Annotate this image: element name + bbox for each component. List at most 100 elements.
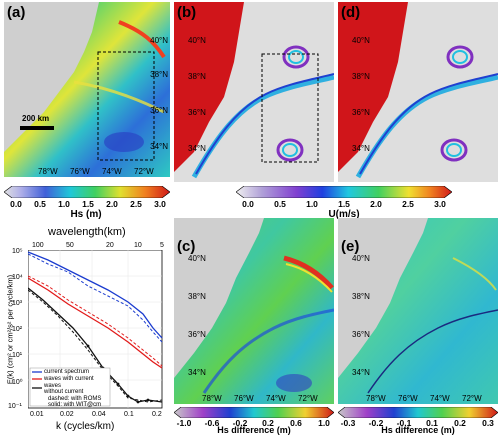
legend-current: current spectrum <box>44 369 90 375</box>
hsdiff-c-tick: 1.0 <box>318 418 330 428</box>
lat-label: 38°N <box>352 292 370 301</box>
hsdiff-c-tick: -0.6 <box>204 418 220 428</box>
lon-label: 78°W <box>202 394 222 403</box>
hsdiff-e-field <box>338 218 498 404</box>
lat-label: 36°N <box>188 330 206 339</box>
hs-cb-tick: 0.5 <box>34 199 46 209</box>
hsdiff-c-tick: 0.2 <box>262 418 274 428</box>
u-cb-tick: 0.0 <box>242 199 254 209</box>
y-tick: 10³ <box>12 300 23 307</box>
lat-label: 38°N <box>150 70 168 79</box>
lon-label: 74°W <box>266 394 286 403</box>
lat-label: 36°N <box>352 330 370 339</box>
hs-cb-tick: 3.0 <box>154 199 166 209</box>
u-cb-title: U(m/s) <box>328 209 360 220</box>
lon-label: 72°W <box>134 167 154 176</box>
x-tick: 0.02 <box>60 411 74 418</box>
lat-label: 40°N <box>352 36 370 45</box>
lat-label: 34°N <box>150 142 168 151</box>
lon-label: 74°W <box>102 167 122 176</box>
hs-cb-tick: 2.0 <box>106 199 118 209</box>
spectrum-plot <box>28 250 163 409</box>
lat-label: 36°N <box>150 106 168 115</box>
lat-label: 40°N <box>188 254 206 263</box>
panel-b-label: (b) <box>177 4 197 21</box>
lat-label: 40°N <box>352 254 370 263</box>
y-tick: 10⁵ <box>12 248 23 255</box>
top-tick: 50 <box>66 242 74 249</box>
lat-label: 34°N <box>188 144 206 153</box>
hs-map-field <box>4 2 170 177</box>
hsdiff-e-tick: -0.2 <box>368 418 384 428</box>
panel-d-label: (d) <box>341 4 361 21</box>
scale-bar-label: 200 km <box>22 114 50 123</box>
u-cb-tick: 1.5 <box>338 199 350 209</box>
lon-label: 78°W <box>38 167 58 176</box>
u-cb-tick: 1.0 <box>306 199 318 209</box>
lat-label: 38°N <box>188 292 206 301</box>
y-tick: 10¹ <box>12 352 23 359</box>
current-map-field-d <box>338 2 498 182</box>
panel-c-label: (c) <box>177 238 196 255</box>
lon-label: 72°W <box>462 394 482 403</box>
hs-cb-title: Hs (m) <box>70 209 102 220</box>
legend-note-2: solid: with WIT@cm <box>48 402 102 408</box>
hsdiff-c-colorbar <box>174 407 334 418</box>
lat-label: 36°N <box>188 108 206 117</box>
panel-e-hs-difference: (e) 40°N 38°N 36°N 34°N 78°W 76°W 74°W 7… <box>338 218 498 404</box>
y-tick: 10⁴ <box>12 274 23 281</box>
hsdiff-c-field <box>174 218 334 404</box>
hs-cb-tick: 1.0 <box>58 199 70 209</box>
lat-label: 34°N <box>352 144 370 153</box>
legend-without-1: waves <box>44 383 62 389</box>
hsdiff-c-tick: -1.0 <box>176 418 192 428</box>
top-tick: 10 <box>134 242 142 249</box>
lon-label: 76°W <box>70 167 90 176</box>
panel-a-hs-map: (a) 200 km 40°N 38°N 36°N 34°N 78°W 76°W… <box>4 2 170 177</box>
lat-label: 40°N <box>188 36 206 45</box>
u-colorbar <box>236 186 452 198</box>
u-cb-tick: 3.0 <box>434 199 446 209</box>
y-tick: 10² <box>12 326 23 333</box>
y-tick: 10⁰ <box>12 379 23 386</box>
lon-label: 78°W <box>366 394 386 403</box>
hsdiff-e-tick: -0.3 <box>340 418 356 428</box>
u-cb-tick: 0.5 <box>274 199 286 209</box>
legend-without-2: without current <box>44 389 84 395</box>
x-tick: 0.04 <box>92 411 106 418</box>
panel-e-label: (e) <box>341 238 360 255</box>
lat-label: 34°N <box>188 368 206 377</box>
x-axis-title: k (cycles/km) <box>56 421 115 432</box>
lat-label: 40°N <box>150 36 168 45</box>
hsdiff-c-tick: 0.6 <box>290 418 302 428</box>
hsdiff-e-tick: 0.3 <box>482 418 494 428</box>
hsdiff-e-title: Hs difference (m) <box>381 425 455 435</box>
panel-b-current-map: (b) 40°N 38°N 36°N 34°N <box>174 2 334 182</box>
hs-cb-tick: 2.5 <box>130 199 142 209</box>
hs-colorbar <box>4 186 170 198</box>
lat-label: 34°N <box>352 368 370 377</box>
top-tick: 20 <box>106 242 114 249</box>
x-tick: 0.01 <box>30 411 44 418</box>
hsdiff-e-tick: -0.1 <box>396 418 412 428</box>
legend-with-current: waves with current <box>44 376 94 382</box>
y-tick: 10⁻¹ <box>8 403 22 410</box>
top-tick: 100 <box>32 242 44 249</box>
lat-label: 38°N <box>188 72 206 81</box>
panel-c-hs-difference: (c) 40°N 38°N 36°N 34°N 78°W 76°W 74°W 7… <box>174 218 334 404</box>
current-map-field <box>174 2 334 182</box>
hs-cb-tick: 1.5 <box>82 199 94 209</box>
legend-note-1: dashed: with ROMS <box>48 396 102 402</box>
hsdiff-c-title: Hs difference (m) <box>217 425 291 435</box>
lon-label: 74°W <box>430 394 450 403</box>
hs-cb-tick: 0.0 <box>10 199 22 209</box>
x-tick: 0.2 <box>152 411 162 418</box>
y-axis-title: E(k) (cm² or cm²/s² per cycle/km) <box>5 274 15 385</box>
x-tick: 0.1 <box>124 411 134 418</box>
lon-label: 72°W <box>298 394 318 403</box>
panel-d-current-map: (d) 40°N 38°N 36°N 34°N <box>338 2 498 182</box>
wavelength-axis-title: wavelength(km) <box>48 226 126 238</box>
u-cb-tick: 2.5 <box>402 199 414 209</box>
hsdiff-c-tick: -0.2 <box>232 418 248 428</box>
lat-label: 36°N <box>352 108 370 117</box>
